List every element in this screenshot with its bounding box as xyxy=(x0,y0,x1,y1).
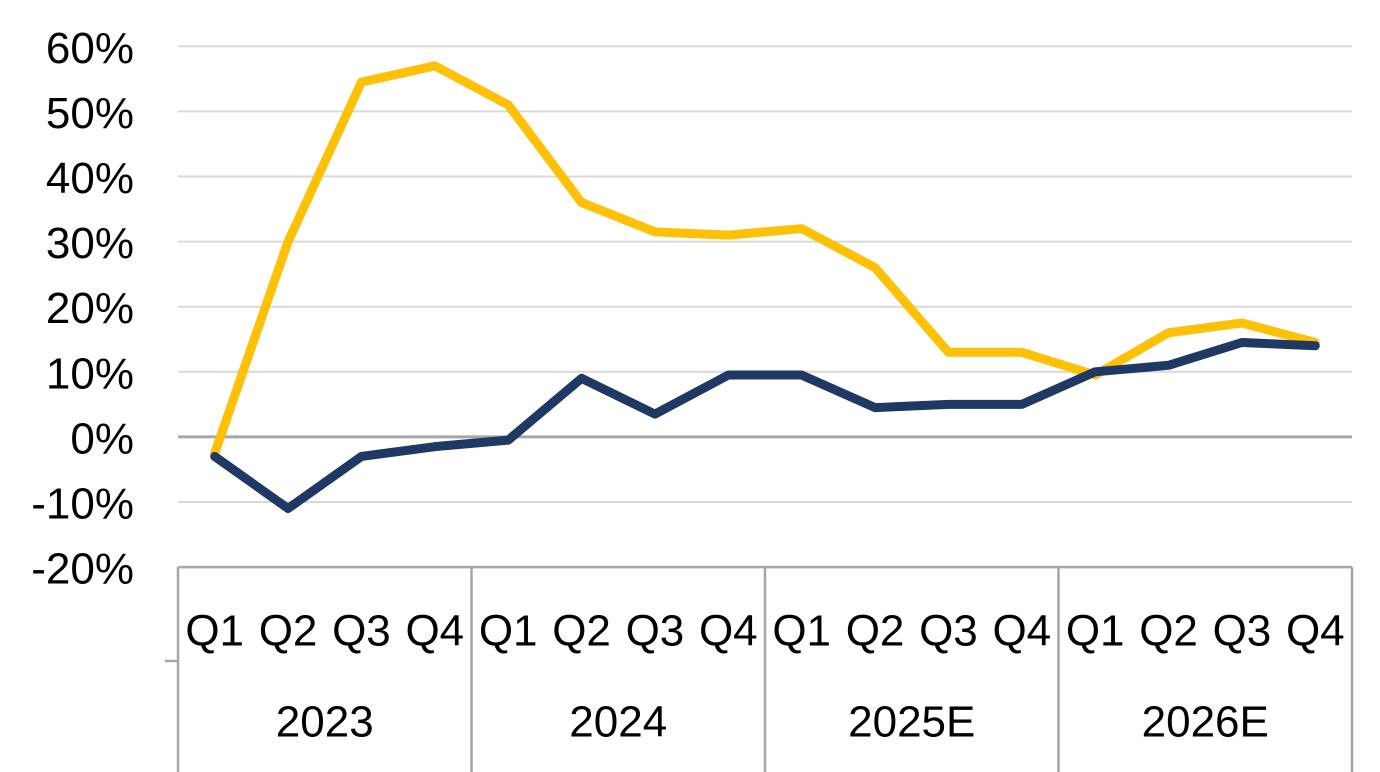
y-tick-label: 10% xyxy=(46,349,134,398)
year-label: 2026E xyxy=(1142,698,1269,747)
y-tick-label: 60% xyxy=(46,24,134,73)
quarter-label: Q1 xyxy=(1066,607,1125,656)
y-tick-label: 30% xyxy=(46,219,134,268)
quarter-label: Q2 xyxy=(552,607,611,656)
year-label: 2025E xyxy=(848,698,975,747)
quarter-label: Q4 xyxy=(992,607,1051,656)
y-tick-label: 0% xyxy=(70,414,134,463)
quarter-label: Q4 xyxy=(1286,607,1345,656)
quarter-label: Q1 xyxy=(479,607,538,656)
series-line-navy xyxy=(210,338,1320,514)
quarter-label: Q4 xyxy=(699,607,758,656)
year-label: 2024 xyxy=(569,698,667,747)
quarter-label: Q1 xyxy=(772,607,831,656)
quarter-label: Q2 xyxy=(846,607,905,656)
year-label: 2023 xyxy=(276,698,374,747)
series-line-gold xyxy=(210,61,1320,458)
quarter-label: Q3 xyxy=(1213,607,1272,656)
quarter-label: Q3 xyxy=(332,607,391,656)
y-tick-label: -20% xyxy=(31,545,134,594)
y-tick-label: 40% xyxy=(46,154,134,203)
y-tick-label: -10% xyxy=(31,480,134,529)
quarter-label: Q4 xyxy=(405,607,464,656)
quarter-label: Q3 xyxy=(626,607,685,656)
quarter-label: Q2 xyxy=(1139,607,1198,656)
quarter-label: Q3 xyxy=(919,607,978,656)
y-tick-label: 50% xyxy=(46,89,134,138)
quarter-label: Q1 xyxy=(185,607,244,656)
y-tick-label: 20% xyxy=(46,284,134,333)
quarter-label: Q2 xyxy=(259,607,318,656)
